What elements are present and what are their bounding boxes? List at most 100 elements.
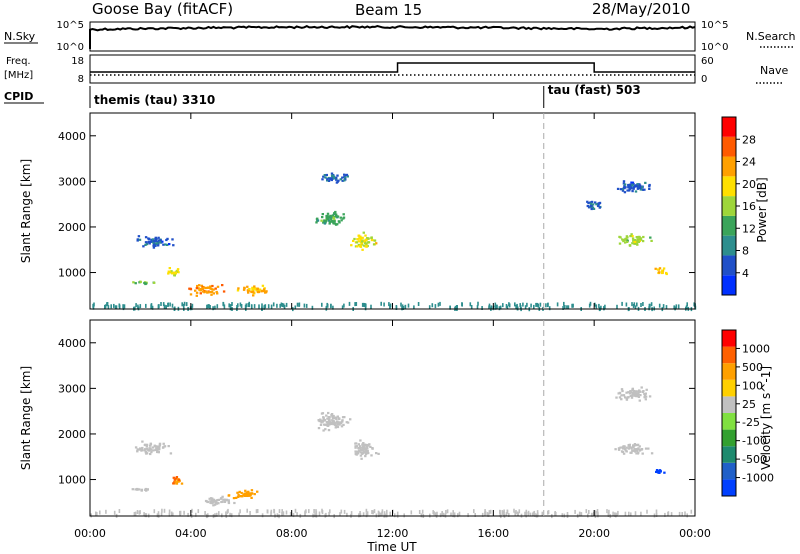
heatmap-cell <box>212 306 214 311</box>
heatmap-cell <box>326 417 329 420</box>
heatmap-cell <box>292 513 295 518</box>
heatmap-cell <box>326 178 329 181</box>
heatmap-cell <box>410 510 413 515</box>
heatmap-cell <box>334 210 337 214</box>
heatmap-cell <box>363 448 366 451</box>
heatmap-cell <box>249 493 252 496</box>
heatmap-cell <box>294 508 297 513</box>
heatmap-cell <box>212 292 215 295</box>
heatmap-cell <box>395 305 398 309</box>
colorbar-segment <box>722 275 736 295</box>
heatmap-cell <box>154 236 157 239</box>
heatmap-cell <box>276 513 279 518</box>
noise-tick-left-top: 10^5 <box>57 20 84 31</box>
heatmap-cell <box>229 512 231 517</box>
heatmap-cell <box>167 302 169 307</box>
heatmap-cell <box>140 489 143 492</box>
heatmap-cell <box>634 305 637 310</box>
heatmap-cell <box>357 240 360 243</box>
heatmap-cell <box>537 303 540 308</box>
heatmap-cell <box>675 304 678 309</box>
heatmap-cell <box>354 445 357 448</box>
heatmap-cell <box>636 236 639 239</box>
heatmap-cell <box>660 271 664 275</box>
nsky-label: N.Sky <box>4 30 36 43</box>
heatmap-cell <box>217 498 220 501</box>
heatmap-cell <box>631 183 634 186</box>
heatmap-cell <box>364 303 366 307</box>
heatmap-cell <box>160 512 163 517</box>
heatmap-cell <box>562 306 564 310</box>
heatmap-cell <box>618 396 622 399</box>
heatmap-cell <box>323 423 326 426</box>
heatmap-cell <box>346 512 348 517</box>
heatmap-cell <box>670 512 673 517</box>
heatmap-cell <box>489 509 492 514</box>
heatmap-cell <box>326 302 328 307</box>
heatmap-cell <box>370 238 374 241</box>
heatmap-cell <box>636 394 639 398</box>
heatmap-cell <box>195 512 197 517</box>
colorbar-tick-label: -500 <box>742 453 767 466</box>
heatmap-cell <box>151 239 154 242</box>
heatmap-cell <box>629 390 632 393</box>
heatmap-cell <box>331 174 334 177</box>
heatmap-cell <box>145 513 148 518</box>
heatmap-cell <box>380 301 382 306</box>
heatmap-cell <box>631 388 635 392</box>
heatmap-cell <box>439 301 441 306</box>
heatmap-cell <box>369 445 372 448</box>
heatmap-cell <box>590 200 594 203</box>
heatmap-cell <box>250 492 254 495</box>
heatmap-cell <box>407 303 410 308</box>
heatmap-cell <box>221 495 224 498</box>
heatmap-cell <box>434 512 437 517</box>
heatmap-cell <box>328 220 332 224</box>
heatmap-cell <box>139 510 141 515</box>
power-colorbar-label: Power [dB] <box>755 177 769 242</box>
heatmap-cell <box>328 416 331 419</box>
heatmap-cell <box>337 220 341 223</box>
heatmap-cell <box>381 509 384 514</box>
power-panel: 4000 3000 2000 1000 Slant Range [km] <box>19 112 697 312</box>
heatmap-cell <box>356 452 360 455</box>
heatmap-cell <box>400 302 402 307</box>
heatmap-cell <box>536 302 539 307</box>
heatmap-cell <box>624 241 627 244</box>
heatmap-cell <box>625 235 629 238</box>
heatmap-cell <box>249 511 251 515</box>
heatmap-cell <box>362 450 365 453</box>
heatmap-cell <box>96 512 98 516</box>
heatmap-cell <box>153 281 156 284</box>
heatmap-cell <box>92 303 94 308</box>
heatmap-cell <box>634 190 638 193</box>
heatmap-cell <box>595 203 598 206</box>
heatmap-cell <box>488 305 490 310</box>
heatmap-cell <box>332 414 335 418</box>
heatmap-cell <box>505 512 508 517</box>
heatmap-cell <box>625 450 628 453</box>
heatmap-cell <box>252 291 255 294</box>
heatmap-cell <box>256 290 260 293</box>
noise-panel: N.Sky 10^5 10^0 10^5 10^0 N.Search <box>4 20 796 53</box>
heatmap-cell <box>641 240 645 243</box>
x-tick-label: 08:00 <box>276 527 308 540</box>
heatmap-cell <box>145 243 149 246</box>
heatmap-cell <box>428 305 431 310</box>
heatmap-cell <box>320 421 323 424</box>
heatmap-cell <box>658 267 662 270</box>
heatmap-cell <box>686 302 688 307</box>
heatmap-cell <box>143 281 146 285</box>
heatmap-cell <box>247 291 250 294</box>
heatmap-cell <box>620 394 623 397</box>
heatmap-cell <box>327 215 330 218</box>
heatmap-cell <box>357 243 361 246</box>
heatmap-cell <box>359 235 362 238</box>
heatmap-cell <box>365 245 368 248</box>
heatmap-cell <box>496 304 498 309</box>
heatmap-cell <box>450 512 452 517</box>
heatmap-cell <box>639 238 643 241</box>
heatmap-cell <box>163 304 166 309</box>
heatmap-cell <box>316 219 320 222</box>
heatmap-cell <box>328 222 331 225</box>
